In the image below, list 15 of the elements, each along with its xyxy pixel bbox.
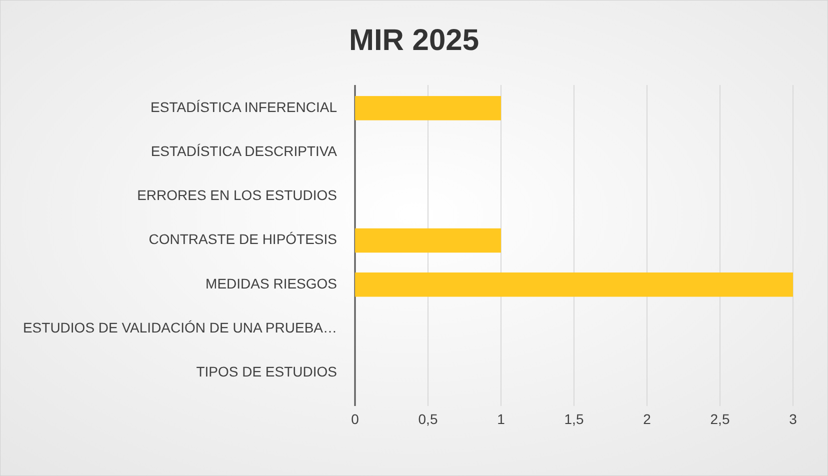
y-tick-label: TIPOS DE ESTUDIOS xyxy=(196,364,337,380)
x-tick-label: 2 xyxy=(643,411,652,427)
x-tick-label: 0,5 xyxy=(418,411,438,427)
x-tick-label: 0 xyxy=(351,411,360,427)
y-tick-label: ESTADÍSTICA INFERENCIAL xyxy=(150,98,338,115)
y-tick-label: ERRORES EN LOS ESTUDIOS xyxy=(137,187,337,204)
chart-title: MIR 2025 xyxy=(348,24,480,57)
x-tick-label: 1 xyxy=(497,411,506,427)
x-tick-label: 3 xyxy=(789,411,798,427)
x-tick-label: 1,5 xyxy=(564,411,584,427)
y-tick-label: ESTADÍSTICA DESCRIPTIVA xyxy=(150,142,338,159)
y-tick-label: CONTRASTE DE HIPÓTESIS xyxy=(148,231,337,248)
y-tick-label: MEDIDAS RIESGOS xyxy=(206,275,337,292)
y-tick-label: ESTUDIOS DE VALIDACIÓN DE UNA PRUEBA… xyxy=(22,319,337,336)
x-tick-label: 2,5 xyxy=(710,411,730,427)
